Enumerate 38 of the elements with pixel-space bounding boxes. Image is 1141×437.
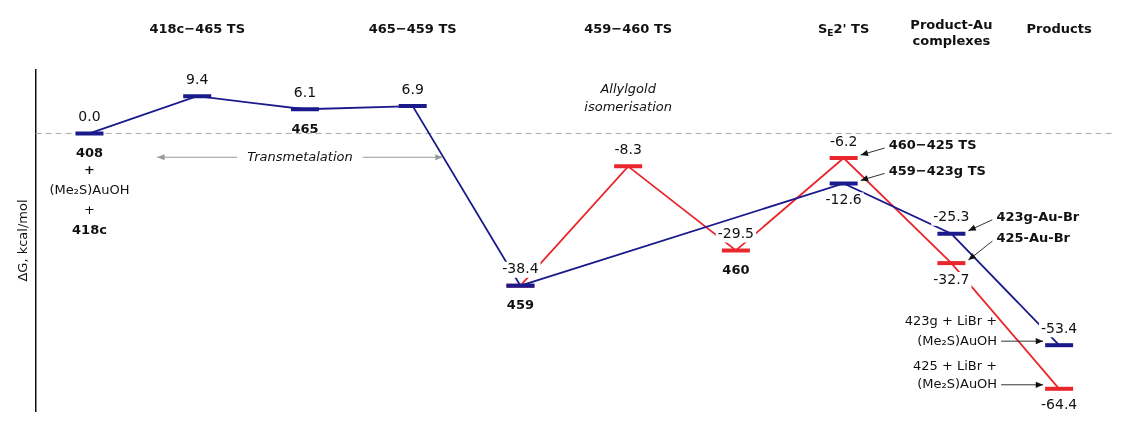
x-tick-label: 465−459 TS [368, 21, 457, 37]
y-axis-title: ΔG, kcal/mol [15, 199, 31, 282]
data-label: -12.6 [825, 191, 862, 208]
annotation: 423g-Au-Br [996, 209, 1080, 225]
data-label: -53.4 [1041, 319, 1078, 336]
data-label: 0.0 [78, 108, 101, 125]
annotation: 459−423g TS [888, 162, 986, 178]
x-tick-label: 459−460 TS [584, 21, 673, 37]
annotation: isomerisation [584, 99, 672, 115]
data-label: -6.2 [829, 132, 858, 149]
annotation: (Me₂S)AuOH [917, 332, 998, 348]
annotation: Allylgold [599, 81, 657, 97]
annotation: (Me₂S)AuOH [917, 376, 998, 392]
annotation: 460−425 TS [888, 137, 977, 153]
annotation: 425 + LiBr + [913, 358, 998, 374]
data-label: -8.3 [614, 140, 642, 157]
annotation: + [84, 161, 95, 177]
annotation: 423g + LiBr + [904, 312, 998, 328]
annotation: Transmetalation [247, 148, 353, 164]
annotation: 418c [72, 221, 107, 237]
data-label: -25.3 [933, 208, 970, 225]
data-label: -64.4 [1041, 396, 1078, 413]
data-label: 6.9 [401, 80, 424, 97]
annotation: + [84, 201, 95, 217]
x-tick-label: Product-Au complexes [910, 17, 993, 49]
annotation: 460 [722, 261, 750, 277]
data-label: 9.4 [186, 70, 209, 87]
x-tick-label: 418c−465 TS [149, 21, 246, 37]
annotation: 465 [291, 120, 319, 136]
annotation: 459 [506, 297, 534, 313]
data-label: -32.7 [933, 270, 970, 287]
annotation: 408 [75, 144, 104, 160]
x-tick-label: Products [1026, 21, 1092, 37]
data-label: -38.4 [502, 260, 539, 277]
annotation: (Me₂S)AuOH [49, 181, 130, 197]
data-label: 6.1 [293, 83, 317, 100]
data-label: -29.5 [717, 225, 755, 242]
annotation: 425-Au-Br [996, 230, 1071, 246]
